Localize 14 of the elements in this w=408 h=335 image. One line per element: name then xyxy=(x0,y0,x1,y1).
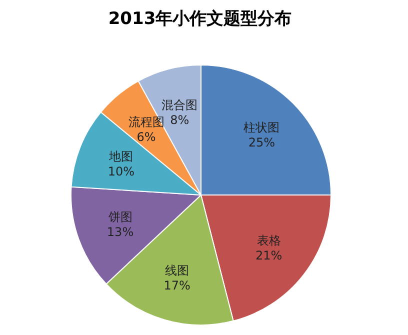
data-label: 21% xyxy=(255,248,282,263)
slice-label: 线图 xyxy=(165,263,190,278)
slice-label: 表格 xyxy=(256,234,281,248)
data-label: 6% xyxy=(136,130,156,144)
data-label: 25% xyxy=(248,135,276,150)
data-label: 10% xyxy=(108,164,135,178)
slice-label: 地图 xyxy=(108,149,134,164)
chart-title: 2013年小作文题型分布 xyxy=(108,9,292,29)
slice-label: 混合图 xyxy=(162,98,198,112)
slice-label: 柱状图 xyxy=(244,120,280,134)
data-label: 8% xyxy=(170,112,190,127)
data-label: 17% xyxy=(164,278,190,292)
data-label: 13% xyxy=(106,225,134,240)
slice-label: 饼图 xyxy=(107,210,132,224)
